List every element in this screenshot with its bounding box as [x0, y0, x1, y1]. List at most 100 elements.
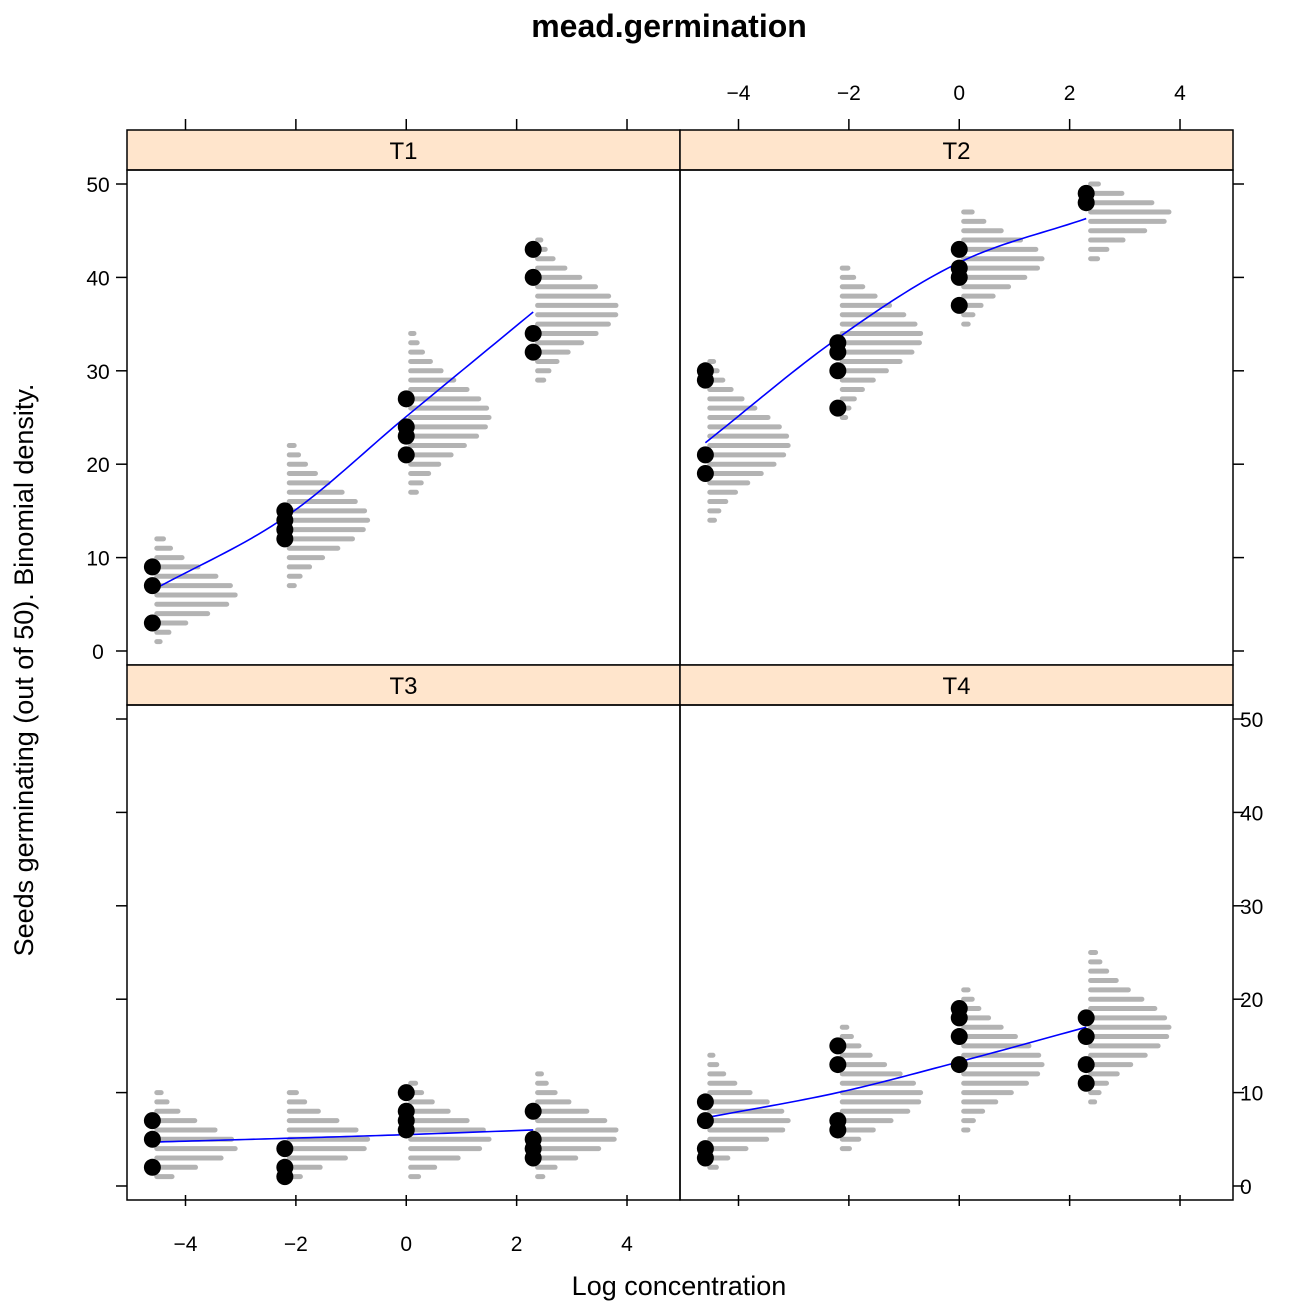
panel-t3: T3 [126, 664, 681, 1201]
data-point [829, 399, 847, 417]
data-point [696, 1140, 714, 1158]
y-axis-right-2: 0 10 20 30 40 50 [1233, 709, 1263, 1199]
strip-label: T3 [389, 673, 417, 700]
fitted-curve [705, 1026, 1087, 1119]
x-axis-label: Log concentration [572, 1271, 787, 1301]
data-point [696, 465, 714, 483]
data-point [276, 502, 294, 520]
data-point [143, 614, 161, 632]
data-point [524, 1130, 542, 1148]
strip-t1 [126, 129, 681, 171]
y-axis-left-2 [116, 718, 127, 1187]
fitted-curve [152, 311, 534, 591]
y-tick-label: 20 [1240, 989, 1263, 1012]
y-tick-label: 50 [1240, 709, 1263, 732]
data-point [950, 1056, 968, 1074]
panel-t2: T2 [679, 129, 1234, 666]
data-point [524, 324, 542, 342]
data-point [829, 362, 847, 380]
x-tick-label: 2 [511, 1233, 523, 1256]
x-tick-label: 4 [1174, 82, 1186, 105]
data-point [950, 296, 968, 314]
y-tick-label: 10 [1240, 1083, 1263, 1106]
density-bars [707, 950, 1172, 1170]
y-axis-left-1: 0 10 20 30 40 50 [86, 174, 127, 664]
strip-t2 [679, 129, 1234, 171]
y-tick-label: 10 [86, 548, 109, 571]
x-axis-bottom-1 [184, 1195, 628, 1206]
data-point [397, 446, 415, 464]
data-point [524, 240, 542, 258]
data-point [524, 268, 542, 286]
data-points [696, 184, 1095, 483]
x-tick-labels-bottom-1: −4 −2 0 2 4 [174, 1233, 634, 1256]
data-point [696, 362, 714, 380]
y-axis-right-1 [1233, 183, 1244, 652]
data-point [524, 343, 542, 361]
strip-label: T1 [389, 138, 417, 165]
data-point [696, 1093, 714, 1111]
x-tick-label: −4 [727, 82, 751, 105]
panel-t4: T4 [679, 664, 1234, 1201]
x-tick-label: 0 [400, 1233, 412, 1256]
data-point [276, 1140, 294, 1158]
panels: T1 T2 T3 T4 [126, 129, 1234, 1201]
data-point [696, 1112, 714, 1130]
fitted-curve [704, 217, 1087, 444]
chart-title: mead.germination [531, 8, 807, 44]
data-point [829, 1056, 847, 1074]
data-point [1077, 184, 1095, 202]
x-tick-label: −2 [284, 1233, 308, 1256]
data-point [143, 577, 161, 595]
data-point [524, 1102, 542, 1120]
data-point [397, 1084, 415, 1102]
data-points [696, 1000, 1095, 1167]
y-tick-label: 40 [1240, 802, 1263, 825]
strip-label: T4 [942, 673, 970, 700]
data-point [143, 1112, 161, 1130]
x-tick-labels-top-2: −4 −2 0 2 4 [727, 82, 1187, 105]
y-tick-label: 50 [86, 174, 109, 197]
data-point [1077, 1028, 1095, 1046]
data-points [143, 240, 542, 632]
x-tick-label: 4 [621, 1233, 633, 1256]
data-point [397, 418, 415, 436]
y-tick-label: 40 [86, 267, 109, 290]
y-tick-label: 30 [86, 361, 109, 384]
data-point [276, 1158, 294, 1176]
strip-t4 [679, 664, 1234, 706]
x-axis-top-2 [737, 119, 1181, 130]
data-point [950, 259, 968, 277]
panel-border [679, 704, 1234, 1201]
data-point [143, 1158, 161, 1176]
y-tick-label: 20 [86, 454, 109, 477]
data-points [143, 1084, 542, 1186]
x-axis-bottom-2 [737, 1195, 1181, 1206]
data-point [829, 334, 847, 352]
fitted-curve [152, 1129, 534, 1143]
y-tick-label: 0 [92, 641, 104, 664]
x-tick-label: 0 [953, 82, 965, 105]
data-point [950, 1000, 968, 1018]
density-bars [154, 1071, 619, 1180]
x-tick-label: 2 [1064, 82, 1076, 105]
y-axis-label: Seeds germinating (out of 50). Binomial … [9, 384, 39, 957]
data-point [397, 390, 415, 408]
data-point [829, 1037, 847, 1055]
data-point [143, 1130, 161, 1148]
y-tick-label: 30 [1240, 896, 1263, 919]
data-point [950, 240, 968, 258]
data-point [696, 446, 714, 464]
x-tick-label: −4 [174, 1233, 198, 1256]
y-tick-label: 0 [1240, 1176, 1252, 1199]
data-point [829, 1112, 847, 1130]
data-point [1077, 1009, 1095, 1027]
panel-t1: T1 [126, 129, 681, 666]
data-point [950, 1028, 968, 1046]
strip-label: T2 [942, 138, 970, 165]
x-axis-top-1 [184, 119, 628, 130]
data-point [397, 1102, 415, 1120]
